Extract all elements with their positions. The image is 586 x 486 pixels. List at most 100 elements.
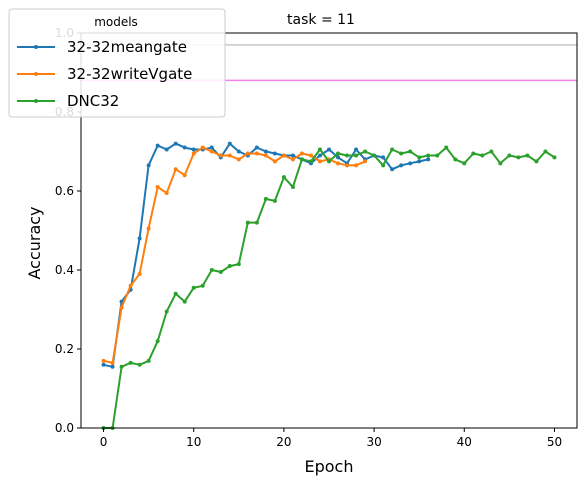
data-point: [155, 185, 160, 190]
data-point: [480, 153, 485, 158]
y-tick-label: 0.2: [55, 342, 74, 356]
data-point: [336, 151, 341, 156]
data-point: [317, 159, 322, 164]
data-point: [435, 153, 440, 158]
legend-title: models: [94, 15, 138, 29]
axes-frame: [80, 32, 578, 429]
data-point: [317, 147, 322, 152]
data-point: [498, 161, 503, 166]
data-point: [363, 149, 368, 154]
x-tick-label: 0: [100, 435, 108, 449]
legend-marker: [34, 45, 38, 49]
data-point: [164, 190, 169, 195]
data-point: [299, 151, 304, 156]
data-point: [227, 264, 232, 269]
data-point: [209, 149, 214, 154]
data-point: [426, 153, 431, 158]
data-point: [462, 161, 467, 166]
data-point: [308, 153, 313, 158]
data-point: [453, 157, 458, 162]
data-point: [254, 220, 259, 225]
data-point: [372, 153, 377, 158]
legend-label: DNC32: [67, 92, 119, 110]
data-point: [345, 163, 350, 168]
data-point: [164, 147, 169, 152]
legend-label: 32-32meangate: [67, 38, 187, 56]
data-point: [516, 155, 521, 160]
data-point: [137, 271, 142, 276]
data-point: [236, 262, 241, 267]
data-point: [290, 157, 295, 162]
data-point: [471, 151, 476, 156]
data-point: [110, 364, 115, 369]
data-point: [110, 360, 115, 365]
data-point: [173, 167, 178, 172]
data-point: [363, 159, 368, 164]
data-point: [164, 309, 169, 314]
data-point: [417, 159, 422, 164]
data-point: [317, 153, 322, 158]
x-tick-label: 20: [276, 435, 291, 449]
data-point: [308, 159, 313, 164]
data-point: [119, 364, 124, 369]
data-point: [245, 151, 250, 156]
data-point: [254, 145, 259, 150]
data-point: [146, 226, 151, 231]
legend-items: 32-32meangate 32-32writeVgate DNC32: [17, 38, 192, 110]
data-point: [236, 157, 241, 162]
data-point: [236, 149, 241, 154]
data-point: [263, 196, 268, 201]
data-point: [191, 285, 196, 290]
data-point: [272, 198, 277, 203]
data-point: [399, 163, 404, 168]
data-point: [281, 175, 286, 180]
data-point: [299, 157, 304, 162]
x-tick-label: 40: [457, 435, 472, 449]
data-point: [408, 149, 413, 154]
data-point: [345, 153, 350, 158]
data-point: [354, 163, 359, 168]
data-point: [254, 151, 259, 156]
data-point: [327, 159, 331, 164]
data-point: [173, 141, 178, 146]
data-point: [408, 161, 413, 166]
data-point: [119, 305, 124, 310]
data-point: [182, 173, 187, 178]
data-point: [227, 153, 232, 158]
x-axis-title: Epoch: [305, 457, 354, 476]
legend-frame: [8, 8, 226, 118]
data-point: [327, 147, 331, 152]
y-tick-label: 0.0: [55, 421, 74, 435]
data-point: [263, 149, 268, 154]
data-point: [381, 163, 386, 168]
data-point: [209, 268, 214, 272]
data-point: [426, 157, 431, 162]
data-point: [543, 149, 548, 154]
data-point: [272, 151, 277, 156]
data-point: [191, 147, 196, 152]
chart-title: task = 11: [287, 12, 355, 28]
data-point: [245, 220, 250, 225]
x-tick-label: 10: [186, 435, 201, 449]
data-point: [209, 145, 214, 150]
data-point: [281, 153, 286, 158]
data-point: [173, 291, 178, 296]
y-axis-title: Accuracy: [25, 206, 44, 279]
data-point: [336, 161, 341, 166]
data-point: [155, 339, 160, 344]
legend-marker: [34, 72, 38, 76]
data-point: [534, 159, 539, 164]
data-point: [182, 145, 187, 150]
data-point: [354, 153, 359, 158]
data-point: [191, 151, 196, 156]
data-point: [290, 185, 295, 190]
data-point: [444, 145, 449, 150]
data-point: [200, 145, 205, 150]
data-point: [155, 143, 160, 148]
legend: models 32-32meangate 32-32writeVgate DNC32: [8, 8, 226, 118]
y-tick-label: 0.6: [55, 184, 74, 198]
data-point: [290, 153, 295, 158]
series-layer: [101, 141, 557, 430]
data-point: [354, 147, 359, 152]
